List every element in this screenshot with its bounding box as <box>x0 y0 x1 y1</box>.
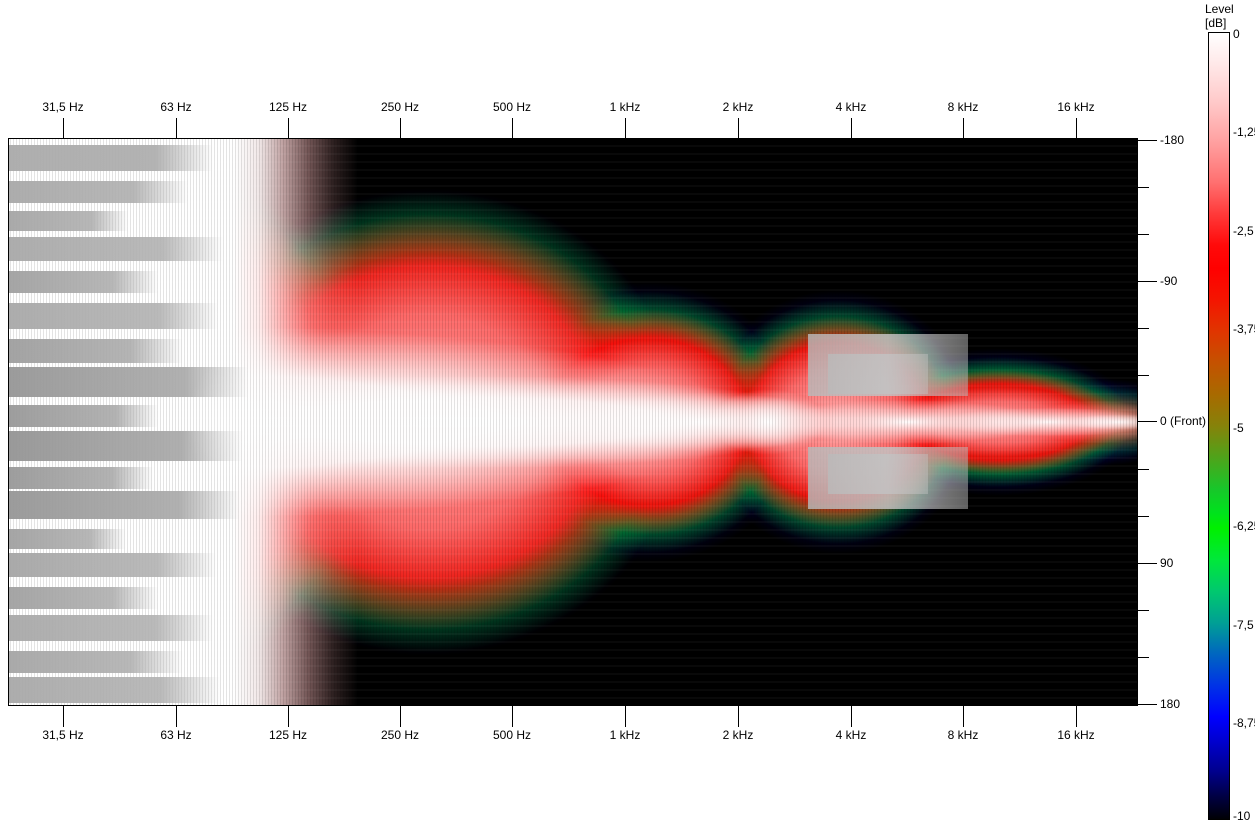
colorbar-title-level: Level <box>1205 2 1234 16</box>
colorbar-tick-label: -6,25 <box>1233 519 1255 533</box>
masked-cells-mid-high-frequency <box>8 139 1137 705</box>
x-tick-label-top: 2 kHz <box>722 100 754 114</box>
colorbar-title-unit: [dB] <box>1205 16 1227 30</box>
y-tick-minor <box>1138 187 1149 188</box>
y-tick-label: 0 (Front) <box>1160 414 1207 428</box>
y-tick-minor <box>1138 657 1149 658</box>
x-tick-top <box>176 118 177 139</box>
x-tick-top <box>851 118 852 139</box>
x-tick-label-top: 31,5 Hz <box>42 100 84 114</box>
y-tick-minor <box>1138 328 1149 329</box>
x-tick-label-bottom: 500 Hz <box>492 728 532 742</box>
x-tick-label-bottom: 63 Hz <box>160 728 192 742</box>
x-tick-label-top: 8 kHz <box>947 100 979 114</box>
x-tick-top <box>738 118 739 139</box>
x-tick-bottom <box>851 706 852 727</box>
x-tick-label-top: 63 Hz <box>160 100 192 114</box>
y-tick-major <box>1138 704 1157 705</box>
x-tick-label-bottom: 8 kHz <box>947 728 979 742</box>
x-tick-bottom <box>625 706 626 727</box>
colorbar-tick-label: -7,5 <box>1233 618 1254 632</box>
x-tick-top <box>288 118 289 139</box>
y-tick-minor <box>1138 516 1149 517</box>
x-tick-label-bottom: 250 Hz <box>380 728 420 742</box>
x-tick-label-bottom: 4 kHz <box>835 728 867 742</box>
x-tick-label-bottom: 125 Hz <box>268 728 308 742</box>
x-tick-label-top: 125 Hz <box>268 100 308 114</box>
x-tick-label-top: 250 Hz <box>380 100 420 114</box>
x-tick-bottom <box>512 706 513 727</box>
x-tick-top <box>400 118 401 139</box>
colorbar-tick-label: -1,25 <box>1233 125 1255 139</box>
y-tick-minor <box>1138 375 1149 376</box>
y-tick-label: 90 <box>1160 556 1174 570</box>
mask-edge-softening <box>8 139 1137 705</box>
x-tick-label-top: 500 Hz <box>492 100 532 114</box>
plot-area <box>8 139 1137 705</box>
x-tick-label-bottom: 16 kHz <box>1057 728 1095 742</box>
y-tick-major <box>1138 140 1157 141</box>
x-tick-bottom <box>738 706 739 727</box>
y-tick-label: -180 <box>1160 133 1185 147</box>
axis-bottom-line <box>8 705 1138 706</box>
y-tick-major <box>1138 281 1157 282</box>
colorbar-gradient <box>1208 32 1230 820</box>
x-tick-top <box>1076 118 1077 139</box>
y-tick-label: -90 <box>1160 274 1178 288</box>
y-tick-major <box>1138 563 1157 564</box>
colorbar-tick-label: -5 <box>1233 421 1244 435</box>
axis-left-line <box>8 138 9 706</box>
colorbar-tick-label: -8,75 <box>1233 716 1255 730</box>
y-tick-major <box>1138 421 1157 422</box>
axis-right-line <box>1137 138 1138 706</box>
x-tick-bottom <box>963 706 964 727</box>
x-tick-top <box>63 118 64 139</box>
x-tick-label-bottom: 2 kHz <box>722 728 754 742</box>
y-tick-label: 180 <box>1160 697 1181 711</box>
x-tick-top <box>625 118 626 139</box>
x-tick-bottom <box>1076 706 1077 727</box>
x-tick-bottom <box>400 706 401 727</box>
x-tick-top <box>963 118 964 139</box>
y-tick-minor <box>1138 234 1149 235</box>
y-tick-minor <box>1138 469 1149 470</box>
x-tick-label-top: 4 kHz <box>835 100 867 114</box>
x-tick-label-bottom: 31,5 Hz <box>42 728 84 742</box>
x-tick-label-top: 1 kHz <box>609 100 641 114</box>
colorbar-tick-label: -10 <box>1233 809 1251 823</box>
colorbar-tick-label: -2,5 <box>1233 224 1254 238</box>
x-tick-bottom <box>288 706 289 727</box>
axis-top-line <box>8 138 1138 139</box>
y-tick-minor <box>1138 610 1149 611</box>
x-tick-bottom <box>176 706 177 727</box>
x-tick-label-bottom: 1 kHz <box>609 728 641 742</box>
x-tick-bottom <box>63 706 64 727</box>
colorbar-tick-label: -3,75 <box>1233 322 1255 336</box>
x-tick-label-top: 16 kHz <box>1057 100 1095 114</box>
x-tick-top <box>512 118 513 139</box>
colorbar-tick-label: 0 <box>1233 27 1240 41</box>
